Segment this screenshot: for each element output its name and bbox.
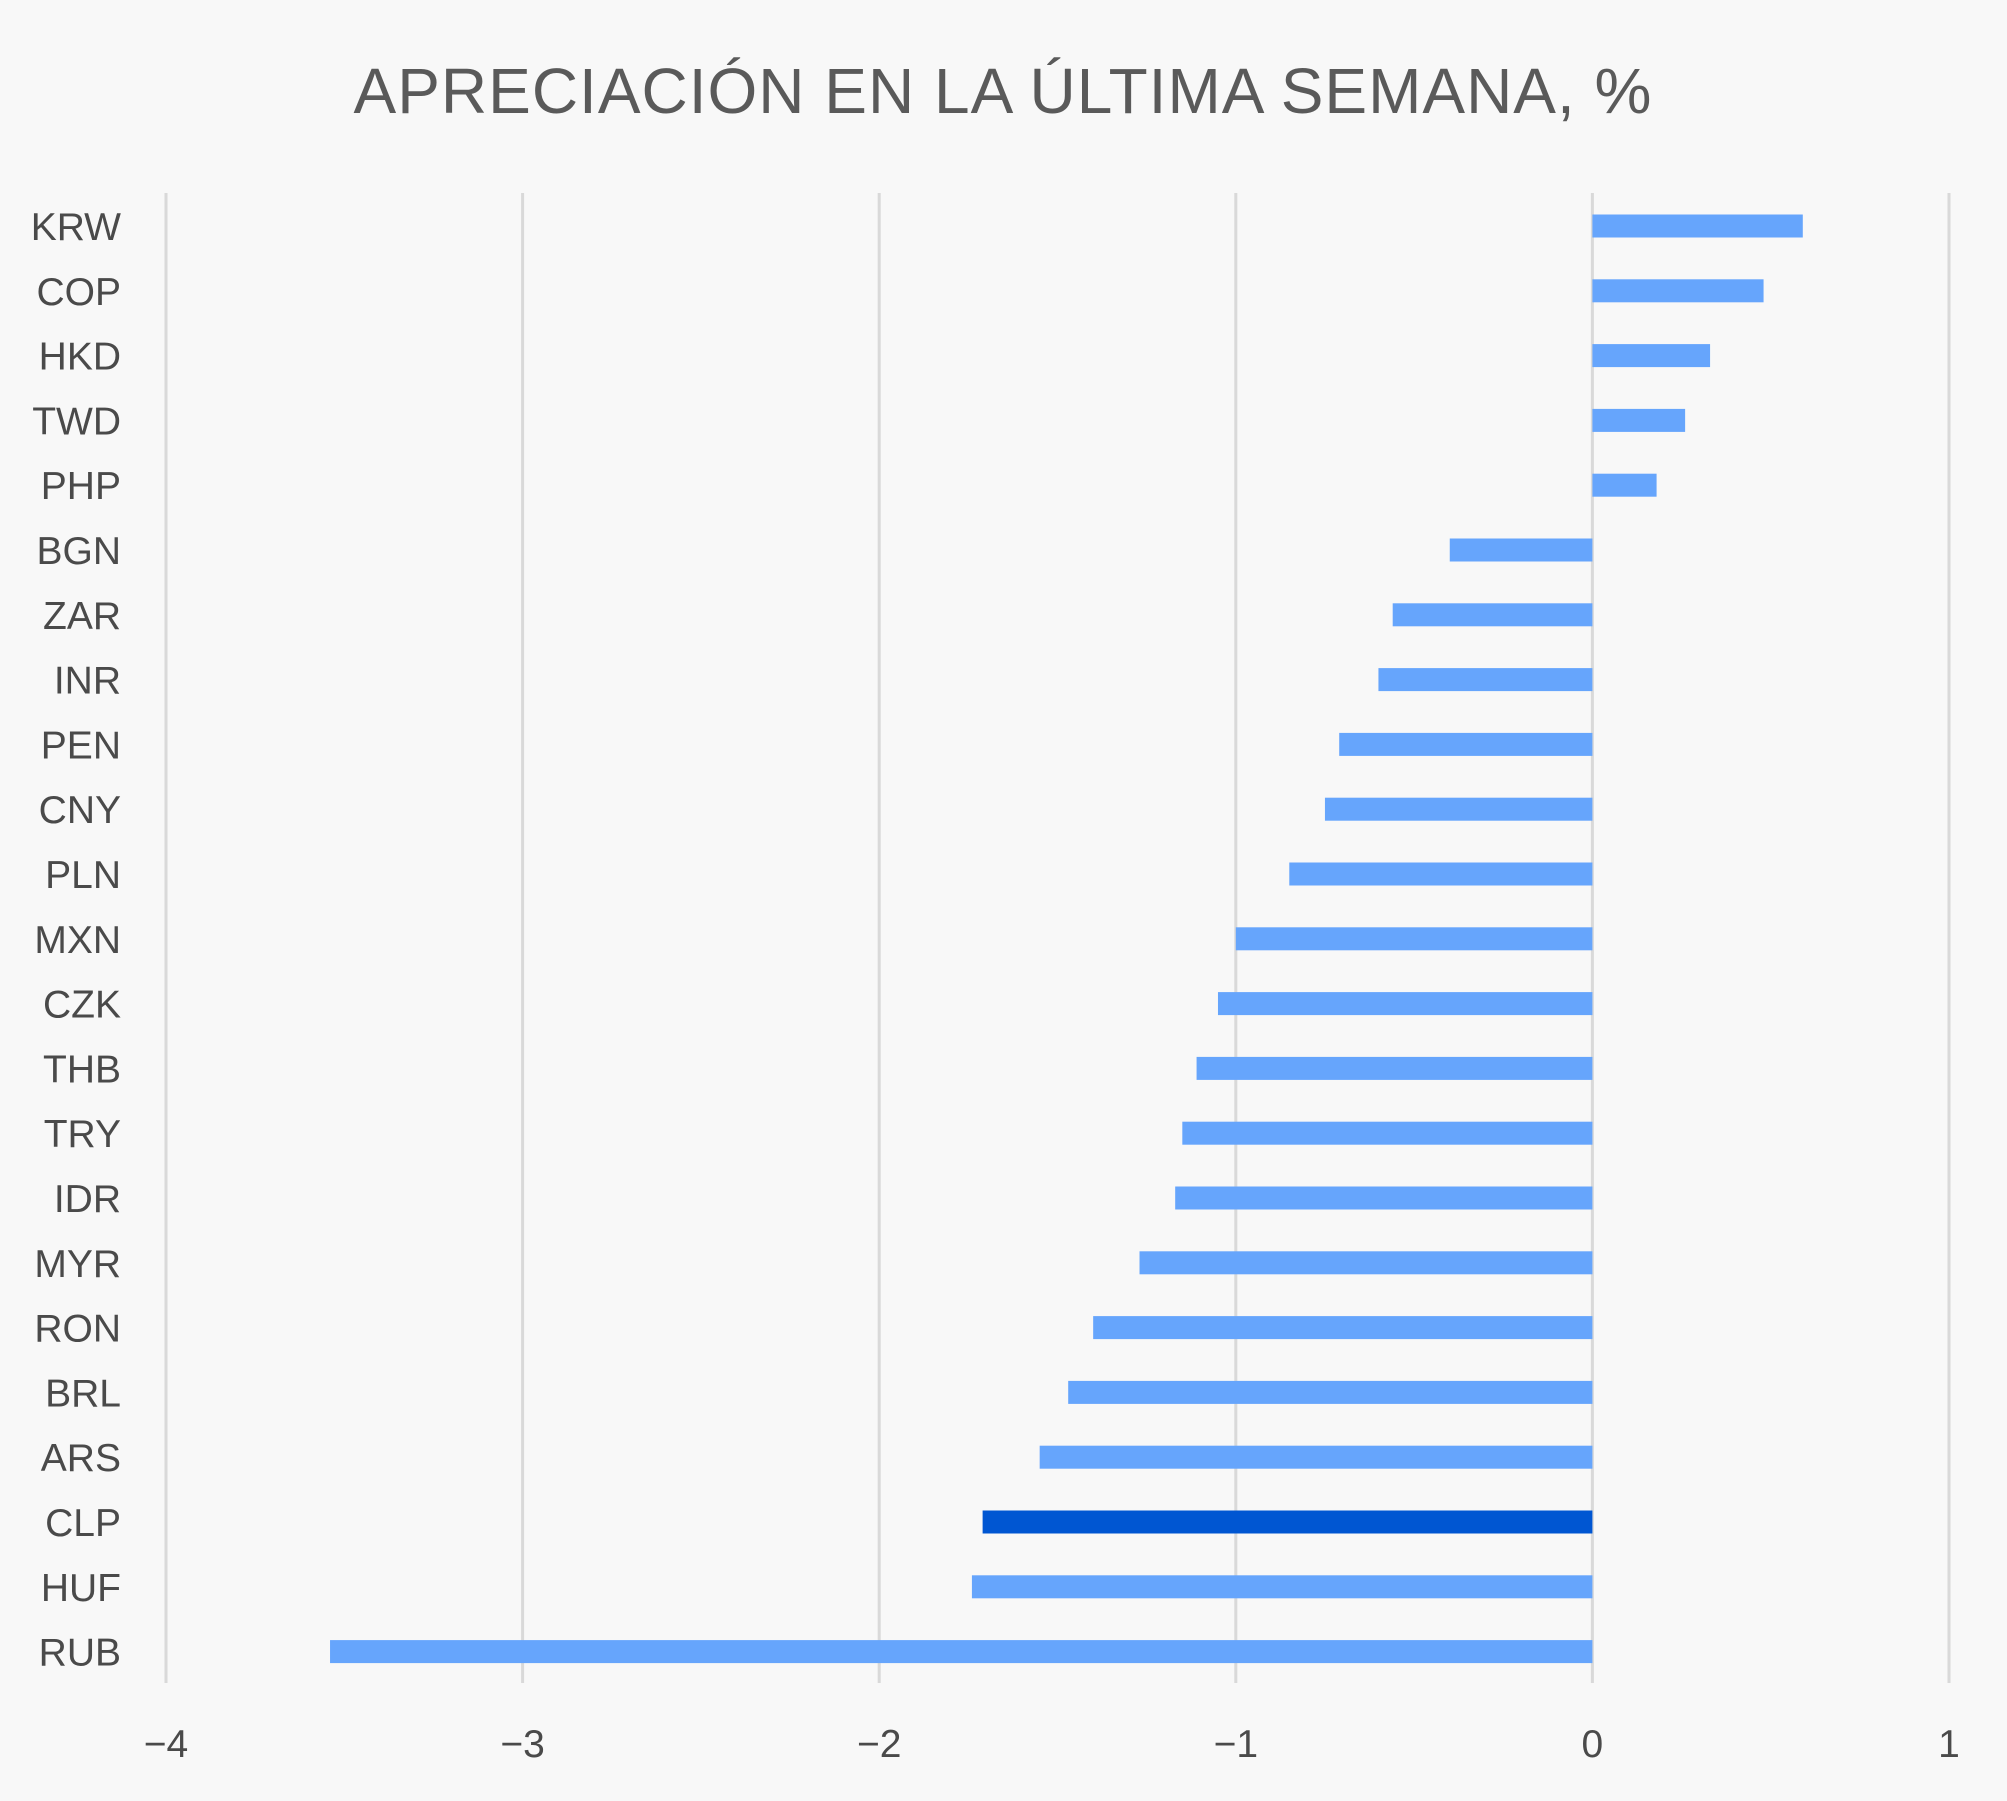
category-label-myr: MYR — [34, 1243, 121, 1286]
x-tick-label: −2 — [857, 1723, 901, 1766]
x-tick-label: 0 — [1582, 1723, 1604, 1766]
bar-try — [1182, 1121, 1593, 1145]
category-label-cny: CNY — [39, 789, 121, 832]
category-label-php: PHP — [41, 465, 121, 508]
bar-ars — [1039, 1445, 1593, 1469]
bar-huf — [971, 1575, 1593, 1599]
bar-zar — [1392, 603, 1593, 627]
bar-mxn — [1235, 927, 1593, 951]
bar-czk — [1217, 992, 1593, 1016]
bar-ron — [1093, 1316, 1593, 1340]
x-tick-label: 1 — [1938, 1723, 1960, 1766]
x-tick-labels: −4 −3 −2 −1 0 1 — [144, 1723, 1960, 1766]
category-label-hkd: HKD — [39, 336, 121, 379]
category-label-ron: RON — [34, 1308, 121, 1351]
x-tick-label: −3 — [500, 1723, 544, 1766]
bar-twd — [1592, 408, 1686, 432]
bar-pln — [1289, 862, 1593, 886]
category-label-brl: BRL — [45, 1372, 121, 1415]
bar-clp — [982, 1510, 1593, 1534]
category-label-rub: RUB — [39, 1632, 121, 1675]
bar-cop — [1592, 279, 1764, 303]
bar-myr — [1139, 1251, 1593, 1275]
x-tick-label: −4 — [144, 1723, 188, 1766]
bar-php — [1592, 473, 1657, 497]
bar-idr — [1175, 1186, 1593, 1210]
bar-inr — [1378, 668, 1593, 692]
category-label-cop: COP — [36, 271, 121, 314]
bar-hkd — [1592, 344, 1711, 368]
category-label-zar: ZAR — [43, 595, 121, 638]
bar-pen — [1339, 732, 1593, 756]
bar-krw — [1592, 214, 1803, 238]
bar-brl — [1068, 1380, 1593, 1404]
bar-bgn — [1449, 538, 1593, 562]
category-labels: KRW COP HKD TWD PHP BGN ZAR INR PEN CNY PLN MXN CZK T… — [31, 206, 121, 1675]
category-label-try: TRY — [44, 1113, 121, 1156]
category-label-idr: IDR — [54, 1178, 121, 1221]
bar-thb — [1196, 1056, 1593, 1080]
category-label-thb: THB — [43, 1048, 121, 1091]
category-label-czk: CZK — [43, 984, 121, 1027]
category-label-clp: CLP — [45, 1502, 121, 1545]
category-label-pen: PEN — [41, 724, 121, 767]
bar-rub — [330, 1640, 1593, 1664]
category-label-huf: HUF — [41, 1567, 121, 1610]
category-label-twd: TWD — [32, 400, 121, 443]
bar-cny — [1324, 797, 1593, 821]
category-label-krw: KRW — [31, 206, 121, 249]
category-label-inr: INR — [54, 660, 121, 703]
category-label-pln: PLN — [45, 854, 121, 897]
chart-title: APRECIACIÓN EN LA ÚLTIMA SEMANA, % — [354, 55, 1653, 127]
x-tick-label: −1 — [1214, 1723, 1258, 1766]
category-label-bgn: BGN — [36, 530, 121, 573]
category-label-ars: ARS — [41, 1437, 121, 1480]
category-label-mxn: MXN — [34, 919, 121, 962]
bars — [330, 214, 1803, 1664]
